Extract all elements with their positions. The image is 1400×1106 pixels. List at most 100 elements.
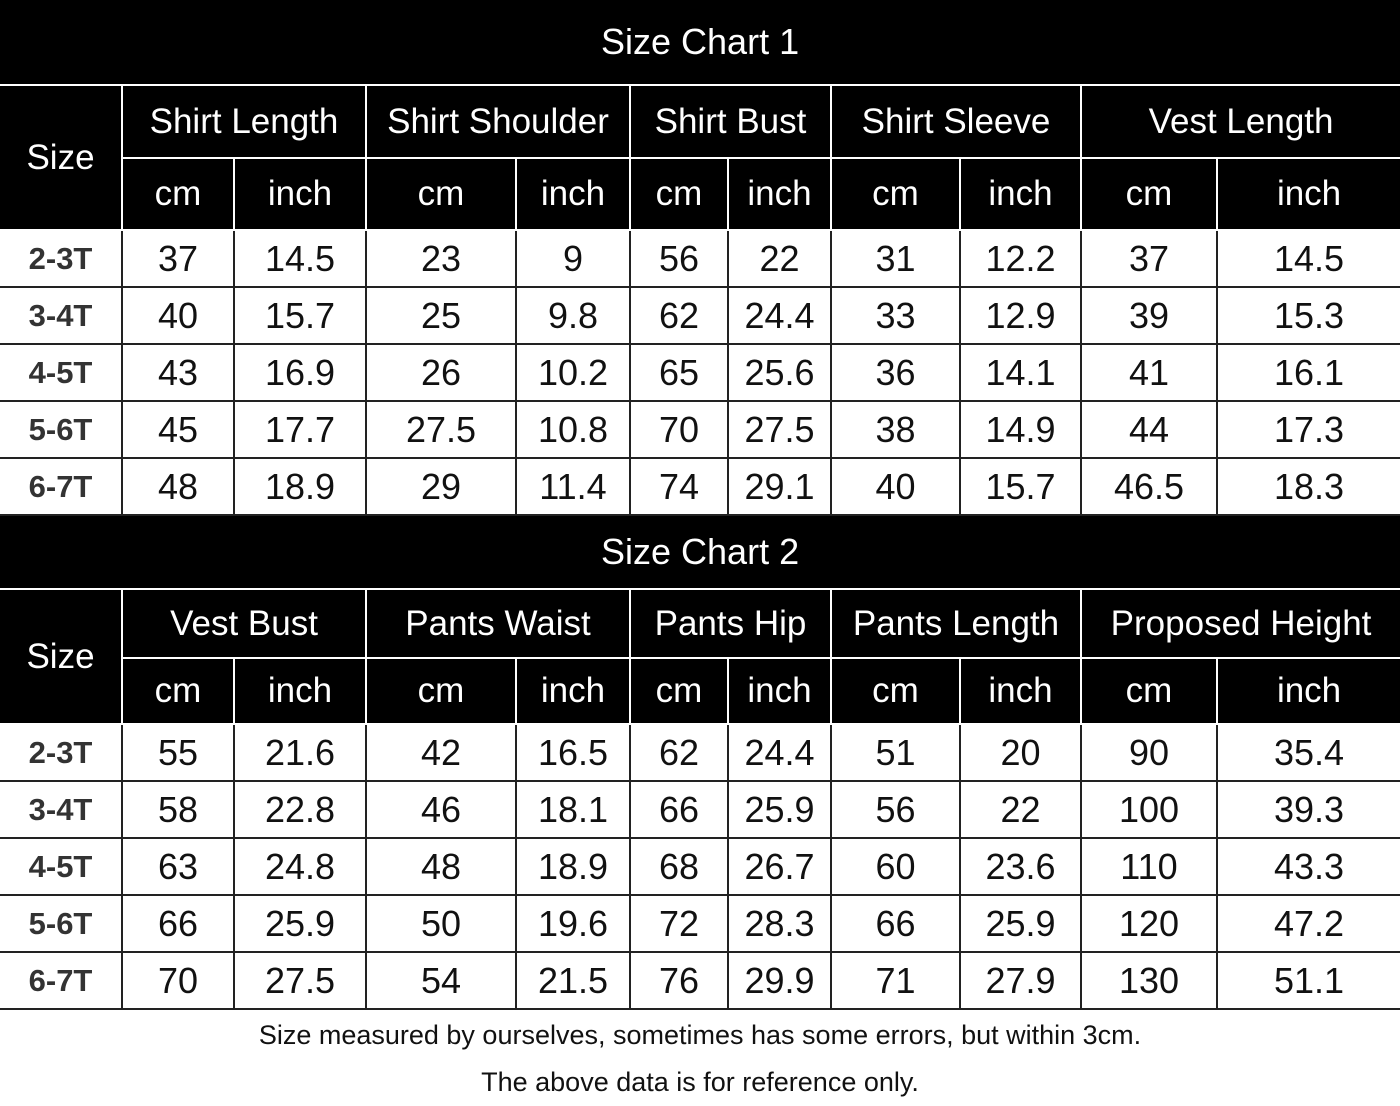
value-cell: 25.9: [727, 780, 832, 839]
group-header: Shirt Sleeve: [830, 84, 1082, 159]
value-cell: 35.4: [1215, 723, 1400, 782]
value-cell: 70: [629, 400, 729, 459]
value-cell: 25.9: [959, 894, 1082, 953]
value-cell: 42: [365, 723, 517, 782]
unit-header-cm: cm: [365, 157, 517, 231]
value-cell: 26: [365, 343, 517, 402]
unit-header-inch: inch: [959, 657, 1082, 725]
value-cell: 9: [515, 229, 631, 288]
value-cell: 24.4: [727, 286, 832, 345]
value-cell: 27.5: [365, 400, 517, 459]
unit-header-row: cm inch cm inch cm inch cm inch cm inch: [0, 157, 1400, 231]
value-cell: 23.6: [959, 837, 1082, 896]
value-cell: 16.9: [233, 343, 367, 402]
value-cell: 25.6: [727, 343, 832, 402]
value-cell: 48: [365, 837, 517, 896]
value-cell: 46: [365, 780, 517, 839]
value-cell: 18.9: [233, 457, 367, 516]
group-header: Pants Length: [830, 588, 1082, 659]
value-cell: 18.9: [515, 837, 631, 896]
value-cell: 40: [830, 457, 961, 516]
table-row: 6-7T 70 27.5 54 21.5 76 29.9 71 27.9 130 51.1: [0, 951, 1400, 1010]
value-cell: 29: [365, 457, 517, 516]
chart-title: Size Chart 1: [0, 0, 1400, 85]
value-cell: 27.5: [727, 400, 832, 459]
chart-title-row: Size Chart 2: [0, 516, 1400, 589]
size-chart-1: Size Chart 1 Size Shirt Length Shirt Should…: [0, 0, 1400, 516]
unit-header-inch: inch: [727, 657, 832, 725]
value-cell: 120: [1080, 894, 1218, 953]
unit-header-inch: inch: [515, 157, 631, 231]
size-cell: 2-3T: [0, 723, 123, 782]
unit-header-cm: cm: [830, 657, 961, 725]
size-charts: Size Chart 1 Size Shirt Length Shirt Should…: [0, 0, 1400, 1010]
value-cell: 17.3: [1215, 400, 1400, 459]
value-cell: 51: [830, 723, 961, 782]
value-cell: 90: [1080, 723, 1218, 782]
value-cell: 39: [1080, 286, 1218, 345]
value-cell: 66: [830, 894, 961, 953]
value-cell: 10.8: [515, 400, 631, 459]
value-cell: 63: [121, 837, 235, 896]
size-cell: 3-4T: [0, 780, 123, 839]
value-cell: 14.5: [1215, 229, 1400, 288]
value-cell: 21.5: [515, 951, 631, 1010]
value-cell: 39.3: [1215, 780, 1400, 839]
value-cell: 15.7: [233, 286, 367, 345]
group-header-row: Size Vest Bust Pants Waist Pants Hip Pants L…: [0, 588, 1400, 725]
value-cell: 22: [727, 229, 832, 288]
value-cell: 28.3: [727, 894, 832, 953]
value-cell: 31: [830, 229, 961, 288]
chart-title-row: Size Chart 1: [0, 0, 1400, 85]
value-cell: 62: [629, 723, 729, 782]
group-header: Shirt Bust: [629, 84, 832, 159]
value-cell: 65: [629, 343, 729, 402]
unit-header-cm: cm: [121, 157, 235, 231]
value-cell: 15.3: [1215, 286, 1400, 345]
value-cell: 11.4: [515, 457, 631, 516]
unit-header-inch: inch: [233, 157, 367, 231]
value-cell: 29.1: [727, 457, 832, 516]
value-cell: 16.5: [515, 723, 631, 782]
unit-header-cm: cm: [1080, 157, 1218, 231]
value-cell: 37: [1080, 229, 1218, 288]
value-cell: 15.7: [959, 457, 1082, 516]
group-header: Vest Length: [1079, 84, 1400, 159]
value-cell: 9.8: [515, 286, 631, 345]
unit-header-row: cm inch cm inch cm inch cm inch cm inch: [0, 657, 1400, 725]
value-cell: 24.4: [727, 723, 832, 782]
value-cell: 72: [629, 894, 729, 953]
size-cell: 5-6T: [0, 894, 123, 953]
table-row: 2-3T 37 14.5 23 9 56 22 31 12.2 37 14.5: [0, 229, 1400, 288]
value-cell: 19.6: [515, 894, 631, 953]
unit-header-cm: cm: [1080, 657, 1218, 725]
table-row: 5-6T 66 25.9 50 19.6 72 28.3 66 25.9 120 47.2: [0, 894, 1400, 953]
group-header: Vest Bust: [121, 588, 367, 659]
size-cell: 5-6T: [0, 400, 123, 459]
unit-header-inch: inch: [727, 157, 832, 231]
value-cell: 66: [121, 894, 235, 953]
group-header: Pants Waist: [365, 588, 631, 659]
unit-header-cm: cm: [629, 657, 729, 725]
value-cell: 48: [121, 457, 235, 516]
value-cell: 22.8: [233, 780, 367, 839]
value-cell: 100: [1080, 780, 1218, 839]
value-cell: 18.3: [1215, 457, 1400, 516]
value-cell: 37: [121, 229, 235, 288]
unit-header-cm: cm: [629, 157, 729, 231]
value-cell: 10.2: [515, 343, 631, 402]
table-row: 2-3T 55 21.6 42 16.5 62 24.4 51 20 90 35.4: [0, 723, 1400, 782]
value-cell: 18.1: [515, 780, 631, 839]
value-cell: 24.8: [233, 837, 367, 896]
value-cell: 27.9: [959, 951, 1082, 1010]
value-cell: 66: [629, 780, 729, 839]
footer-line-1: Size measured by ourselves, sometimes ha…: [258, 1020, 1142, 1050]
value-cell: 20: [959, 723, 1082, 782]
value-cell: 74: [629, 457, 729, 516]
value-cell: 25: [365, 286, 517, 345]
value-cell: 68: [629, 837, 729, 896]
value-cell: 38: [830, 400, 961, 459]
value-cell: 130: [1080, 951, 1218, 1010]
size-cell: 4-5T: [0, 343, 123, 402]
group-header: Proposed Height: [1079, 588, 1400, 659]
